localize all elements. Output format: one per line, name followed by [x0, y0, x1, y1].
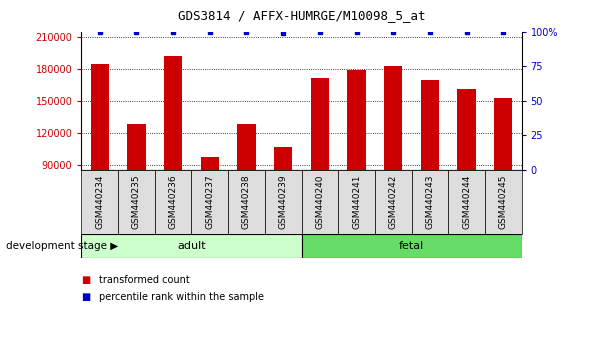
Text: ■: ■ [81, 292, 90, 302]
Text: GSM440236: GSM440236 [169, 175, 178, 229]
Text: percentile rank within the sample: percentile rank within the sample [99, 292, 265, 302]
Text: GSM440240: GSM440240 [315, 175, 324, 229]
Text: GSM440238: GSM440238 [242, 175, 251, 229]
Text: GSM440234: GSM440234 [95, 175, 104, 229]
Bar [127, 124, 145, 170]
Bar [485, 170, 522, 234]
Bar [421, 80, 439, 170]
Text: GSM440242: GSM440242 [389, 175, 398, 229]
Bar [338, 170, 375, 234]
Bar [81, 234, 302, 258]
Bar [81, 170, 118, 234]
Text: GSM440237: GSM440237 [205, 175, 214, 229]
Bar [494, 98, 513, 170]
Text: adult: adult [177, 241, 206, 251]
Text: ■: ■ [81, 275, 90, 285]
Text: development stage ▶: development stage ▶ [6, 241, 118, 251]
Bar [155, 170, 192, 234]
Text: GSM440244: GSM440244 [462, 175, 471, 229]
Text: GSM440241: GSM440241 [352, 175, 361, 229]
Text: fetal: fetal [399, 241, 424, 251]
Bar [411, 170, 448, 234]
Bar [384, 66, 402, 170]
Text: transformed count: transformed count [99, 275, 190, 285]
Text: GSM440243: GSM440243 [425, 175, 434, 229]
Bar [458, 89, 476, 170]
Bar [192, 170, 228, 234]
Bar [265, 170, 302, 234]
Bar [118, 170, 155, 234]
Text: GSM440235: GSM440235 [132, 175, 141, 229]
Bar [375, 170, 411, 234]
Bar [311, 78, 329, 170]
Text: GSM440239: GSM440239 [279, 175, 288, 229]
Text: GDS3814 / AFFX-HUMRGE/M10098_5_at: GDS3814 / AFFX-HUMRGE/M10098_5_at [178, 9, 425, 22]
Bar [164, 56, 182, 170]
Bar [201, 157, 219, 170]
Bar [302, 234, 522, 258]
Bar [274, 147, 292, 170]
Bar [228, 170, 265, 234]
Text: GSM440245: GSM440245 [499, 175, 508, 229]
Bar [90, 64, 109, 170]
Bar [347, 70, 365, 170]
Bar [238, 124, 256, 170]
Bar [302, 170, 338, 234]
Bar [448, 170, 485, 234]
